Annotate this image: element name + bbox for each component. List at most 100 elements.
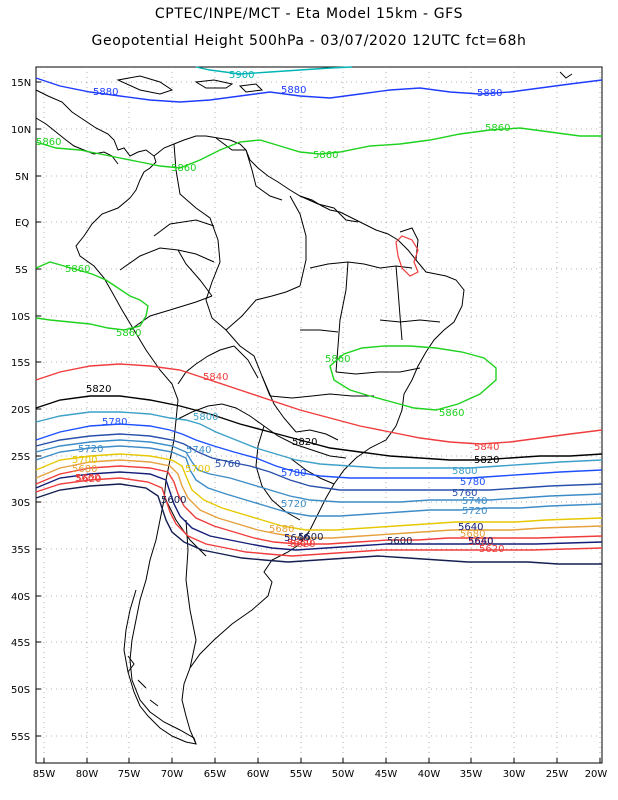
contour-label: 5700 [72, 455, 97, 466]
contour-5780 [35, 423, 603, 479]
lat-lon-grid [36, 67, 602, 763]
contour-label: 5740 [186, 445, 211, 456]
contour-label: 5840 [203, 372, 228, 383]
contour-label: 5860 [171, 163, 196, 174]
contour-lines [35, 66, 603, 565]
lat-label: 10S [11, 312, 30, 323]
contour-5760 [35, 433, 603, 491]
contour-label: 5860 [439, 408, 464, 419]
map-frame [35, 66, 603, 764]
contour-label: 5720 [78, 444, 103, 455]
contour-label: 5800 [193, 412, 218, 423]
lon-label: 65W [204, 769, 227, 780]
contour-label: 5880 [93, 87, 118, 98]
contour-5840 [35, 363, 603, 445]
contour-label: 5680 [72, 464, 97, 475]
contour-label: 5600 [298, 532, 323, 543]
lat-label: EQ [15, 218, 29, 229]
contour-5840-amazon-delta [395, 235, 419, 277]
lat-label: 55S [11, 732, 30, 743]
contour-5820 [35, 395, 603, 461]
lon-label: 80W [76, 769, 99, 780]
contour-label: 5660 [75, 473, 100, 484]
lon-label: 35W [460, 769, 483, 780]
contour-label: 5660 [287, 538, 312, 549]
lat-label: 15N [11, 78, 31, 89]
latitude-labels: 15N 10N 5N EQ 5S 10S 15S 20S 25S 30S 35S… [11, 78, 31, 743]
contour-label: 5880 [477, 88, 502, 99]
lon-label: 60W [247, 769, 270, 780]
lat-label: 10N [11, 125, 31, 136]
lat-label: 5S [15, 265, 28, 276]
central-america-coast [35, 89, 157, 199]
contour-label: 5620 [290, 539, 315, 550]
lat-label: 40S [11, 592, 30, 603]
longitude-labels: 85W 80W 75W 70W 65W 60W 55W 50W 45W 40W … [33, 769, 608, 780]
lat-label: 45S [11, 638, 30, 649]
contour-label: 5600 [387, 536, 412, 547]
contour-5800 [35, 411, 603, 469]
map-title-line-1: CPTEC/INPE/MCT - Eta Model 15km - GFS [154, 6, 464, 22]
south-america-coast [75, 197, 197, 745]
lat-label: 30S [11, 498, 30, 509]
contour-label: 5620 [76, 474, 101, 485]
contour-label: 5780 [102, 417, 127, 428]
contour-label: 5780 [460, 477, 485, 488]
contour-5860-north [35, 127, 602, 169]
contour-label: 5800 [452, 466, 477, 477]
contour-label: 5860 [65, 264, 90, 275]
contour-5680 [35, 459, 603, 539]
contour-label: 5880 [281, 85, 306, 96]
lon-label: 85W [33, 769, 56, 780]
contour-label: 5720 [281, 499, 306, 510]
lat-label: 15S [11, 358, 30, 369]
contour-label: 5660 [468, 537, 493, 548]
coastlines-and-borders [35, 71, 573, 745]
contour-5900 [195, 66, 353, 75]
contour-5660 [35, 465, 603, 545]
contour-5740 [35, 439, 603, 503]
contour-label: 5900 [229, 70, 254, 81]
contour-label: 5680 [269, 524, 294, 535]
contour-label: 5740 [462, 496, 487, 507]
map-title-line-2: Geopotential Height 500hPa - 03/07/2020 … [91, 33, 527, 49]
contour-label: 5760 [452, 488, 477, 499]
contour-label: 5720 [462, 506, 487, 517]
contour-5860-west [35, 261, 149, 331]
contour-labels: 5900 5880 5880 5880 5860 5860 5860 5860 … [36, 70, 510, 555]
contour-label: 5620 [479, 544, 504, 555]
contour-label: 5820 [86, 384, 111, 395]
contour-label: 5820 [292, 437, 317, 448]
contour-label: 5680 [460, 529, 485, 540]
contour-label: 5640 [458, 522, 483, 533]
lat-label: 5N [15, 172, 29, 183]
contour-label: 5600 [161, 495, 186, 506]
contour-label: 5640 [284, 533, 309, 544]
contour-label: 5700 [185, 464, 210, 475]
contour-label: 5860 [116, 328, 141, 339]
lat-label: 20S [11, 405, 30, 416]
contour-5880 [35, 77, 603, 103]
lon-label: 75W [118, 769, 141, 780]
contour-5860-east-cell [329, 345, 497, 411]
lon-label: 25W [546, 769, 569, 780]
contour-label: 5860 [485, 123, 510, 134]
contour-label: 5760 [215, 459, 240, 470]
contour-label: 5640 [468, 536, 493, 547]
lon-label: 40W [418, 769, 441, 780]
contour-5600 [35, 483, 602, 565]
contour-5720 [35, 445, 603, 517]
contour-label: 5780 [281, 468, 306, 479]
lat-label: 25S [11, 452, 30, 463]
contour-label: 5820 [474, 455, 499, 466]
contour-label: 5860 [325, 354, 350, 365]
lon-label: 50W [332, 769, 355, 780]
lon-label: 45W [375, 769, 398, 780]
lat-label: 35S [11, 545, 30, 556]
contour-label: 5840 [474, 442, 499, 453]
lon-label: 55W [290, 769, 313, 780]
lon-label: 30W [503, 769, 526, 780]
contour-label: 5860 [313, 150, 338, 161]
contour-5620 [35, 477, 603, 557]
